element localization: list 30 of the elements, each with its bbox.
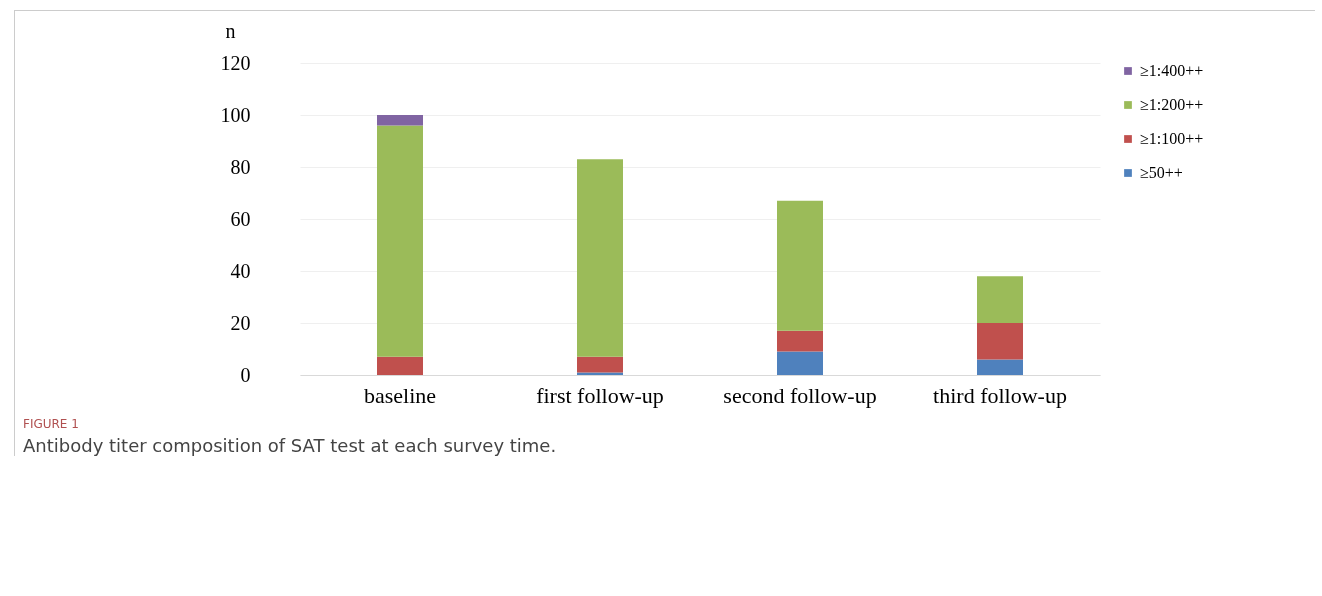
bar — [977, 323, 1023, 360]
bar — [577, 372, 623, 375]
legend-label: ≥1:200++ — [1140, 96, 1204, 113]
y-tick-label: 20 — [230, 311, 251, 334]
legend-label: ≥1:400++ — [1140, 62, 1204, 79]
x-tick-label: second follow-up — [723, 382, 877, 408]
y-tick-label: 40 — [230, 259, 251, 282]
y-tick-label: 60 — [230, 207, 251, 230]
bar — [977, 359, 1023, 375]
x-tick-label: third follow-up — [933, 382, 1067, 408]
y-tick-label: 100 — [220, 103, 251, 126]
text: Antibody titer composition of SAT test at each survey time. — [23, 435, 558, 456]
bar — [777, 330, 823, 352]
x-tick-label: baseline — [363, 382, 437, 408]
bar — [577, 159, 623, 357]
bar — [977, 276, 1023, 323]
bar — [377, 356, 423, 375]
bar — [377, 115, 423, 126]
y-tick-label: 120 — [220, 51, 251, 74]
legend-label: ≥1:100++ — [1140, 130, 1204, 147]
bar — [777, 200, 823, 331]
bar — [777, 351, 823, 375]
bar — [377, 125, 423, 357]
x-tick-label: first follow-up — [536, 382, 664, 408]
legend-label: ≥50++ — [1140, 164, 1183, 181]
y-tick-label: 0 — [240, 363, 251, 386]
y-tick-label: 80 — [230, 155, 251, 178]
caption: FIGURE 1 — [23, 417, 80, 431]
y-axis-title: n — [225, 19, 236, 42]
bar — [577, 356, 623, 373]
